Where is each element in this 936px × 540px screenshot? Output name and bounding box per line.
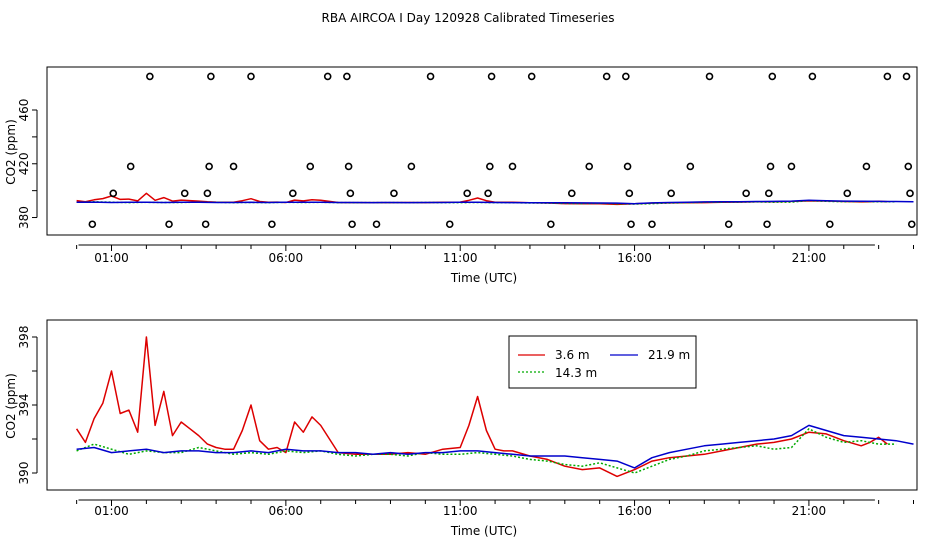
calibration-point: [445, 220, 454, 229]
y-tick-label: 380: [17, 206, 31, 229]
x-tick-label: 06:00: [269, 504, 304, 518]
calibration-point: [906, 189, 914, 198]
calibration-point: [463, 189, 471, 198]
calibration-point: [508, 162, 517, 171]
calibration-point: [268, 220, 276, 229]
series-line-14-3-m: [76, 428, 897, 474]
calibration-point: [766, 162, 775, 171]
calibration-point: [390, 189, 398, 198]
calibration-point: [547, 220, 555, 229]
x-tick-label: 06:00: [269, 251, 304, 265]
calibration-point: [705, 72, 714, 81]
y-tick-label: 460: [17, 99, 31, 122]
series-line-3-6-m: [75, 336, 888, 478]
x-tick-label: 16:00: [617, 504, 652, 518]
calibration-point: [907, 220, 916, 229]
calibration-point: [487, 72, 496, 81]
calibration-point: [883, 72, 892, 81]
calibration-point: [426, 72, 435, 81]
x-tick-label: 11:00: [443, 504, 478, 518]
top-plot-frame: [46, 66, 918, 236]
calibration-point: [904, 162, 913, 171]
calibration-point: [768, 72, 777, 81]
legend-label-14-3m: 14.3 m: [555, 366, 597, 380]
calibration-point: [180, 189, 189, 198]
calibration-point: [826, 220, 834, 229]
legend: 3.6 m 14.3 m 21.9 m: [508, 335, 697, 389]
calibration-point: [808, 72, 817, 81]
bottom-plot-frame: [46, 319, 918, 491]
calibration-point: [843, 189, 852, 198]
calibration-point: [648, 220, 656, 229]
bottom-panel: Time (UTC) CO2 (ppm) 01:00 06:00 11:00 16:0…: [4, 319, 918, 538]
calibration-point: [484, 189, 492, 198]
x-tick-label: 01:00: [94, 251, 129, 265]
calibration-point: [724, 220, 733, 229]
series-line-21-9-m: [76, 424, 914, 469]
calibration-point: [667, 189, 675, 198]
calibration-point: [686, 162, 695, 171]
y-tick-label: 390: [17, 462, 31, 485]
calibration-point: [623, 162, 632, 171]
x-tick-label: 16:00: [617, 251, 652, 265]
calibration-point: [625, 189, 634, 198]
calibration-point: [88, 220, 97, 229]
x-tick-label: 11:00: [443, 251, 478, 265]
x-tick-label: 21:00: [792, 504, 827, 518]
calibration-point: [862, 162, 871, 171]
calibration-point: [289, 189, 297, 198]
calibration-point: [486, 162, 494, 171]
calibration-point: [527, 72, 536, 81]
calibration-point: [201, 220, 210, 229]
calibration-point: [602, 72, 611, 81]
calibration-point: [348, 220, 356, 229]
calibration-point: [407, 162, 416, 171]
calibration-point: [343, 72, 351, 81]
calibration-point: [346, 189, 355, 198]
legend-label-3-6m: 3.6 m: [555, 348, 590, 362]
calibration-point: [585, 162, 594, 171]
legend-box: [508, 335, 697, 389]
x-tick-label: 01:00: [94, 504, 129, 518]
calibration-point: [207, 72, 215, 81]
calibration-point: [742, 189, 750, 198]
legend-label-21-9m: 21.9 m: [648, 348, 690, 362]
y-tick-label: 394: [17, 394, 31, 417]
bottom-x-axis-label: Time (UTC): [450, 524, 517, 538]
calibration-point: [165, 220, 173, 229]
y-tick-label: 398: [17, 326, 31, 349]
y-tick-label: 420: [17, 152, 31, 175]
calibration-point: [126, 162, 135, 171]
calibration-point: [205, 162, 213, 171]
calibration-point: [763, 220, 771, 229]
calibration-point: [344, 162, 353, 171]
calibration-point: [622, 72, 630, 81]
calibration-point: [146, 72, 154, 81]
x-tick-label: 21:00: [792, 251, 827, 265]
calibration-point: [372, 220, 381, 229]
calibration-point: [567, 189, 576, 198]
figure-title: RBA AIRCOA I Day 120928 Calibrated Times…: [322, 11, 615, 25]
calibration-point: [902, 72, 911, 81]
calibration-point: [229, 162, 238, 171]
calibration-point: [323, 72, 332, 81]
top-y-axis-label: CO2 (ppm): [4, 119, 18, 185]
top-panel: Time (UTC) CO2 (ppm) 01:00 06:00 11:00 16:0…: [4, 66, 918, 285]
series-line-21-9-m: [76, 199, 914, 205]
calibration-point: [247, 72, 255, 81]
top-x-axis-label: Time (UTC): [450, 271, 517, 285]
calibration-point: [765, 189, 773, 198]
calibration-point: [787, 162, 796, 171]
calibration-point: [109, 189, 118, 198]
bottom-y-axis-label: CO2 (ppm): [4, 373, 18, 439]
calibration-point: [306, 162, 315, 171]
calibration-point: [203, 189, 212, 198]
calibration-point: [627, 220, 635, 229]
